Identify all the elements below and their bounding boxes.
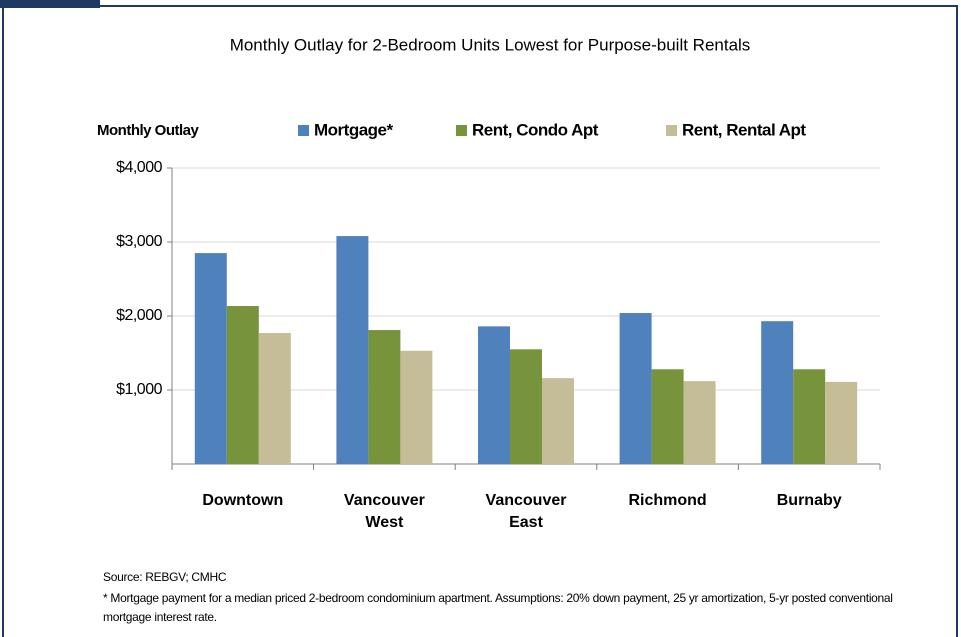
bar: [368, 330, 401, 464]
y-tick-label: $3,000: [116, 233, 163, 250]
frame: [2, 5, 958, 637]
chart-title: Monthly Outlay for 2-Bedroom Units Lowes…: [230, 35, 751, 54]
x-tick-label: Vancouver West: [343, 492, 425, 531]
bar: [825, 381, 858, 464]
bar: [761, 321, 794, 464]
bar: [226, 306, 259, 464]
x-tick-label: Burnaby: [776, 492, 842, 509]
x-tick-label: Downtown: [202, 492, 284, 509]
bar: [651, 369, 684, 464]
source: Source: REBGV; CMHC: [103, 570, 227, 584]
bar: [194, 253, 227, 464]
y-tick-label: $4,000: [116, 159, 163, 176]
legend-swatch: [666, 125, 677, 136]
bar: [619, 313, 652, 464]
footnote: * Mortgage payment for a median priced 2…: [103, 591, 893, 624]
y-tick-label: $1,000: [116, 381, 163, 398]
legend-swatch: [298, 125, 309, 136]
x-tick-label: Richmond: [628, 492, 707, 509]
bar: [542, 378, 574, 464]
bar: [793, 369, 826, 464]
bar: [510, 349, 542, 464]
bar: [336, 236, 369, 464]
y-axis-label: Monthly Outlay: [97, 122, 199, 139]
legend-label: Mortgage*: [314, 120, 394, 139]
legend-swatch: [456, 125, 467, 136]
y-tick-label: $2,000: [116, 307, 163, 324]
legend-label: Rent, Condo Apt: [472, 120, 599, 139]
bar: [478, 326, 510, 464]
legend-label: Rent, Rental Apt: [682, 120, 806, 139]
x-tick-label: Vancouver East: [485, 492, 567, 531]
bar: [400, 350, 433, 464]
corner-block: [0, 0, 100, 8]
bar: [258, 333, 291, 464]
bar: [683, 381, 716, 464]
